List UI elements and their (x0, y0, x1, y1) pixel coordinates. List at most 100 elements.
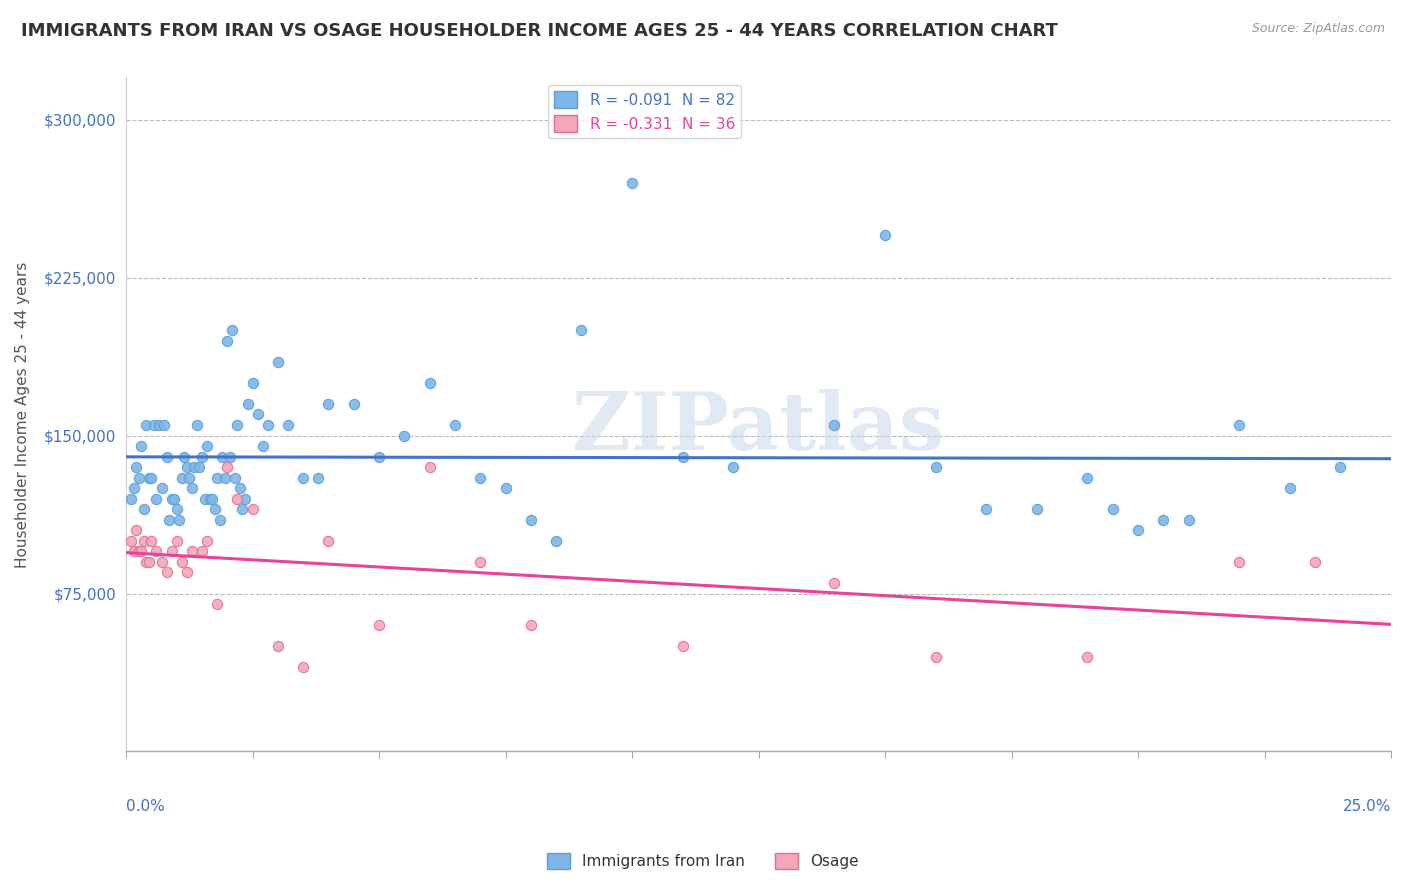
Point (218, 450, 240, 464)
Point (1303, 555, 1326, 569)
Point (205, 597, 228, 611)
Point (205, 470, 228, 484)
Point (470, 555, 492, 569)
Text: 0.0%: 0.0% (127, 798, 165, 814)
Legend: R = -0.091  N = 82, R = -0.331  N = 36: R = -0.091 N = 82, R = -0.331 N = 36 (548, 85, 741, 138)
Point (924, 460, 946, 475)
Point (183, 460, 205, 475)
Point (672, 639, 695, 653)
Point (823, 576, 845, 591)
Point (256, 417, 278, 432)
Point (723, 460, 745, 475)
Point (191, 450, 214, 464)
Point (128, 544, 150, 558)
Point (924, 649, 946, 664)
Point (1227, 555, 1250, 569)
Point (142, 417, 165, 432)
Point (129, 544, 152, 558)
Point (180, 544, 202, 558)
Point (167, 513, 190, 527)
Point (166, 502, 188, 516)
Point (193, 491, 215, 506)
Point (166, 533, 188, 548)
Point (201, 491, 224, 506)
Legend: Immigrants from Iran, Osage: Immigrants from Iran, Osage (541, 847, 865, 875)
Point (520, 513, 543, 527)
Point (170, 470, 193, 484)
Point (195, 533, 218, 548)
Point (157, 513, 180, 527)
Point (125, 460, 148, 475)
Point (242, 376, 264, 390)
Point (621, 176, 644, 190)
Point (231, 502, 253, 516)
Point (1101, 502, 1123, 516)
Point (394, 428, 416, 442)
Point (135, 555, 157, 569)
Text: Source: ZipAtlas.com: Source: ZipAtlas.com (1251, 22, 1385, 36)
Point (128, 470, 150, 484)
Point (242, 502, 264, 516)
Point (180, 481, 202, 495)
Point (204, 502, 226, 516)
Point (155, 450, 177, 464)
Point (224, 470, 246, 484)
Y-axis label: Householder Income Ages 25 - 44 years: Householder Income Ages 25 - 44 years (15, 261, 30, 567)
Point (318, 397, 340, 411)
Point (1076, 649, 1098, 664)
Point (217, 460, 239, 475)
Point (170, 555, 193, 569)
Point (135, 417, 157, 432)
Point (120, 491, 142, 506)
Point (138, 470, 160, 484)
Point (145, 491, 167, 506)
Point (873, 228, 896, 243)
Point (236, 397, 259, 411)
Point (145, 544, 167, 558)
Point (153, 417, 176, 432)
Point (160, 491, 183, 506)
Point (470, 470, 492, 484)
Point (571, 323, 593, 337)
Point (132, 533, 155, 548)
Point (318, 533, 340, 548)
Point (163, 491, 186, 506)
Point (1152, 513, 1174, 527)
Point (217, 334, 239, 348)
Point (176, 566, 198, 580)
Point (419, 460, 441, 475)
Point (495, 481, 517, 495)
Point (444, 417, 467, 432)
Point (229, 481, 252, 495)
Point (307, 470, 329, 484)
Point (211, 450, 233, 464)
Point (173, 450, 195, 464)
Point (138, 555, 160, 569)
Point (188, 460, 211, 475)
Point (672, 450, 695, 464)
Point (823, 417, 845, 432)
Point (368, 618, 391, 632)
Point (208, 513, 231, 527)
Point (1025, 502, 1047, 516)
Text: ZIPatlas: ZIPatlas (572, 389, 945, 467)
Point (191, 544, 214, 558)
Point (520, 618, 543, 632)
Point (125, 524, 148, 538)
Point (419, 376, 441, 390)
Point (1177, 513, 1199, 527)
Point (1329, 460, 1351, 475)
Point (974, 502, 997, 516)
Point (150, 481, 173, 495)
Point (120, 533, 142, 548)
Point (198, 491, 221, 506)
Point (1278, 481, 1301, 495)
Point (195, 439, 218, 453)
Point (1126, 524, 1149, 538)
Point (1076, 470, 1098, 484)
Point (226, 491, 249, 506)
Point (292, 470, 315, 484)
Text: 25.0%: 25.0% (1343, 798, 1391, 814)
Point (186, 417, 208, 432)
Point (160, 544, 183, 558)
